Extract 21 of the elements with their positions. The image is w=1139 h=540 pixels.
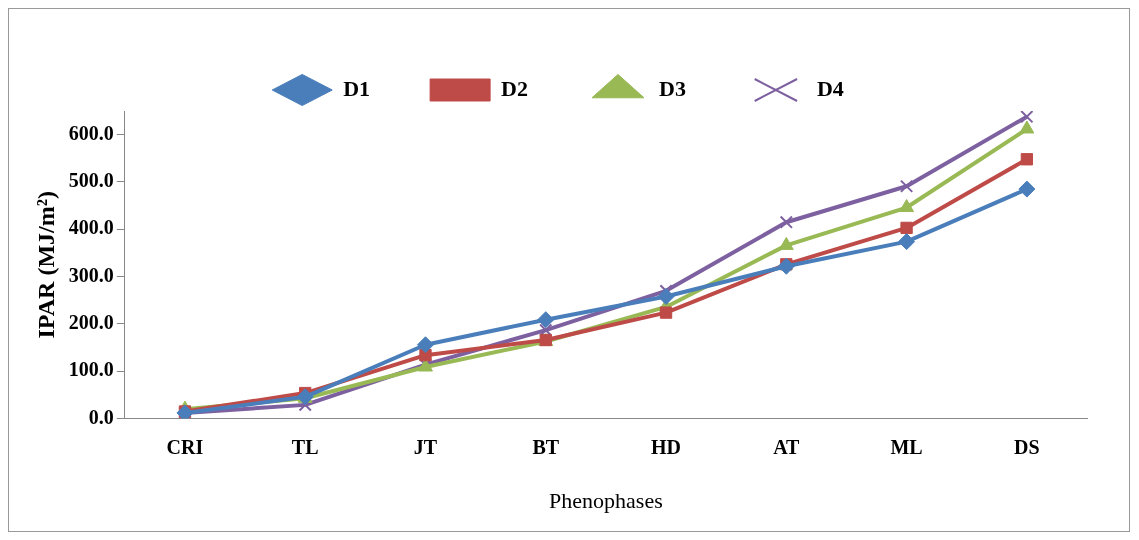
y-axis-title: IPAR (MJ/m²) [32, 191, 59, 339]
x-tick-label: CRI [166, 435, 204, 458]
x-tick-label: JT [413, 435, 438, 458]
x-tick-label: BT [532, 435, 560, 458]
y-tick-label: 200.0 [68, 311, 114, 334]
y-tick-label: 400.0 [68, 216, 114, 239]
y-tick-label: 0.0 [88, 405, 114, 428]
legend-label: D3 [659, 75, 686, 101]
y-tick-label: 100.0 [68, 358, 114, 381]
x-tick-label: AT [773, 435, 801, 458]
legend-label: D2 [501, 75, 528, 101]
y-tick-label: 500.0 [68, 169, 114, 192]
x-tick-label: ML [890, 435, 923, 458]
y-tick-label: 600.0 [68, 121, 114, 144]
x-axis-title: Phenophases [549, 487, 663, 513]
legend-label: D4 [816, 75, 844, 101]
legend-label: D1 [343, 75, 371, 101]
x-tick-label: TL [291, 435, 319, 458]
x-tick-label: DS [1014, 435, 1040, 458]
x-tick-label: HD [651, 435, 682, 458]
y-tick-label: 300.0 [68, 263, 114, 286]
